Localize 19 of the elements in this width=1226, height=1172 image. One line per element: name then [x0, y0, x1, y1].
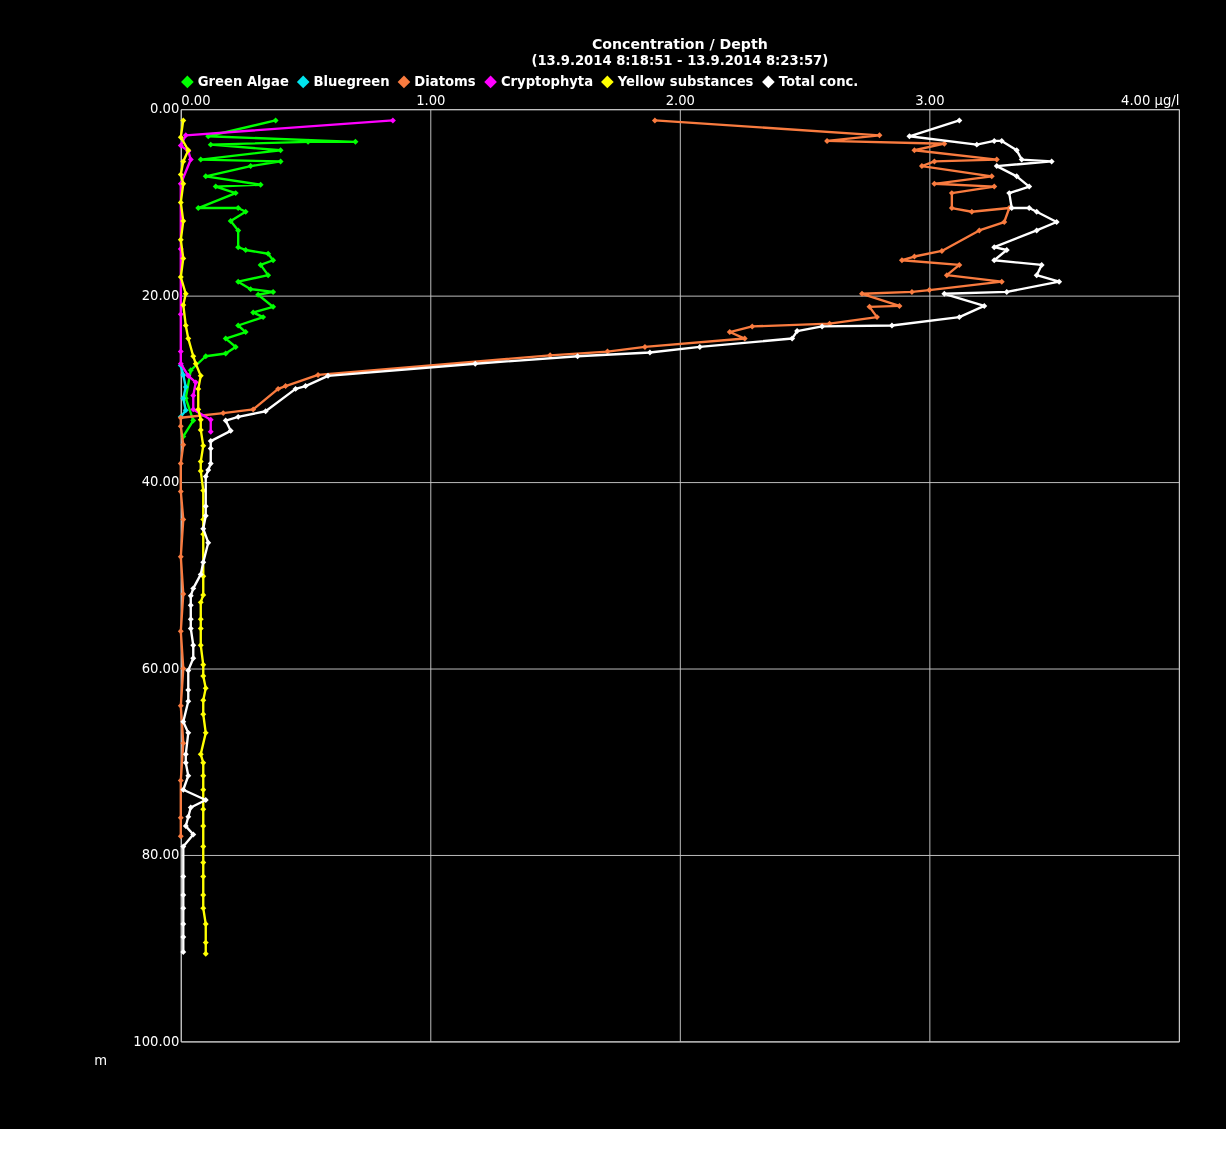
y-tick-label: 40.00: [141, 474, 180, 490]
chart-subtitle: (13.9.2014 8:18:51 - 13.9.2014 8:23:57): [531, 52, 829, 68]
legend-label: Green Algae: [197, 73, 289, 89]
legend-label: Cryptophyta: [500, 73, 594, 89]
legend-label: Bluegreen: [313, 73, 390, 89]
x-tick-label: 1.00: [416, 92, 446, 108]
y-axis-title: m: [94, 1052, 108, 1068]
y-tick-label: 20.00: [141, 287, 180, 303]
chart-title: Concentration / Depth: [591, 35, 768, 52]
y-tick-label: 80.00: [141, 847, 180, 863]
legend-label: Diatoms: [414, 73, 476, 89]
legend-label: Total conc.: [778, 73, 859, 89]
x-tick-label: 2.00: [665, 92, 695, 108]
legend-label: Yellow substances: [616, 73, 754, 89]
x-tick-label: 4.00 µg/l: [1121, 92, 1180, 108]
x-tick-label: 3.00: [915, 92, 945, 108]
x-tick-label: 0.00: [181, 92, 211, 108]
y-tick-label: 60.00: [141, 660, 180, 676]
y-tick-label: 100.00: [133, 1033, 180, 1049]
